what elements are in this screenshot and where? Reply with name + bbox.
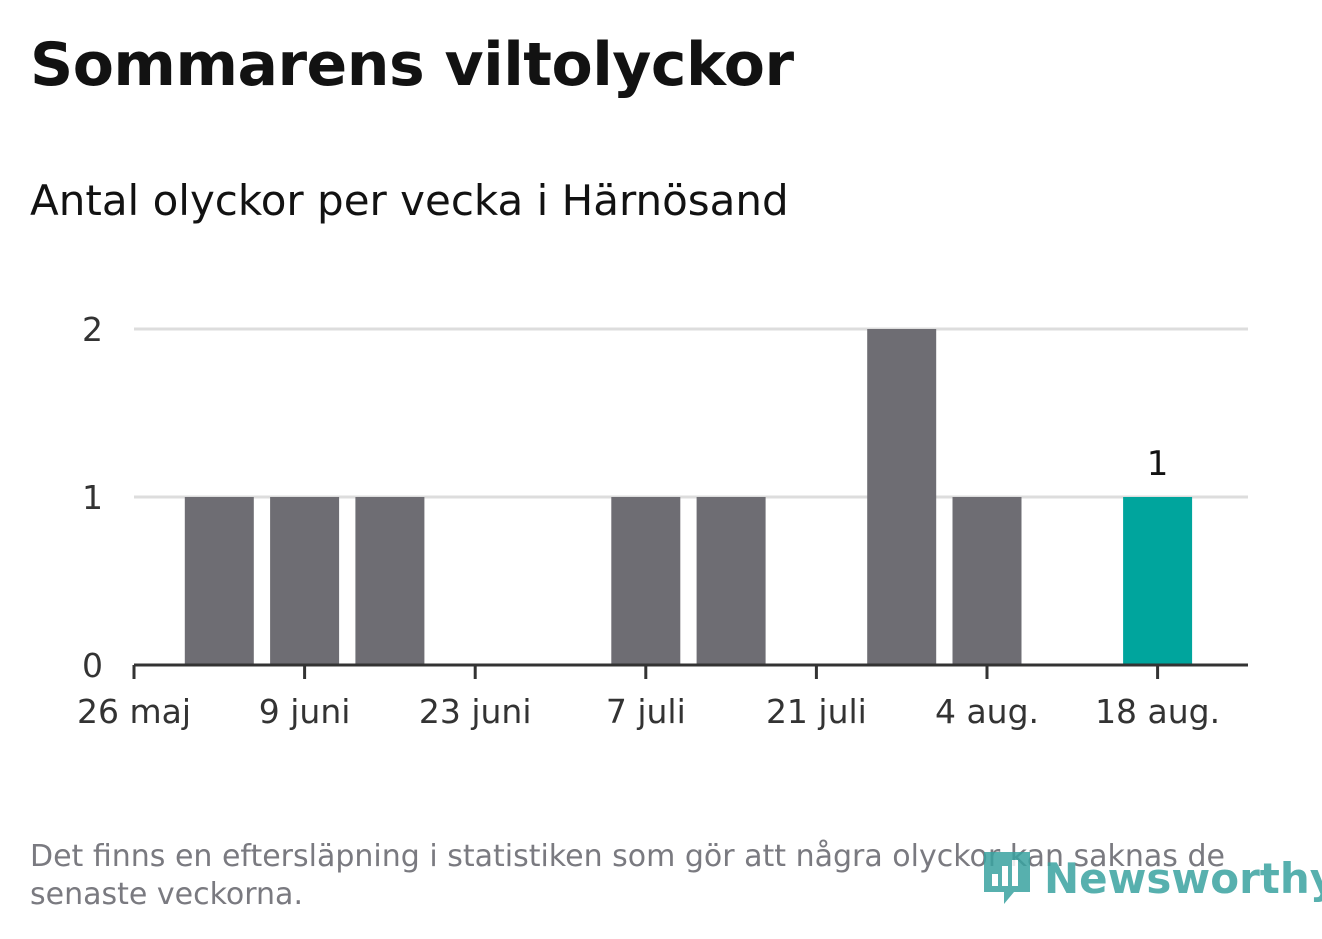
- newsworthy-chart-bubble-icon: [984, 852, 1030, 904]
- chart-subtitle: Antal olyckor per vecka i Härnösand: [30, 176, 789, 225]
- bar: [611, 497, 681, 665]
- x-tick-label: 7 juli: [606, 692, 686, 731]
- y-tick-label: 1: [82, 478, 103, 517]
- bar: [696, 497, 766, 665]
- bar: [355, 497, 425, 665]
- bar: [1123, 497, 1193, 665]
- x-tick-label: 26 maj: [77, 692, 191, 731]
- grid-layer: [134, 327, 1248, 499]
- bar: [952, 497, 1022, 665]
- brand-name: Newsworthy: [1044, 853, 1322, 903]
- brand-logo: Newsworthy: [980, 846, 1322, 910]
- bar: [867, 329, 937, 665]
- x-tick-label: 18 aug.: [1095, 692, 1220, 731]
- x-tick-label: 23 juni: [419, 692, 532, 731]
- axis-layer: 0 1 2 26 maj 9 juni 23 juni 7 juli 21 juli 4 aug…: [77, 310, 1248, 731]
- bar-value-label: 1: [1147, 444, 1169, 484]
- bar-chart: 1 0 1 2 26 maj 9 juni 23 juni 7 juli 21 juli 4 a…: [77, 310, 1248, 731]
- x-tick-label: 4 aug.: [935, 692, 1039, 731]
- y-tick-label: 0: [82, 646, 103, 685]
- bar: [270, 497, 340, 665]
- bar: [184, 497, 254, 665]
- x-tick-label: 21 juli: [766, 692, 867, 731]
- y-tick-label: 2: [82, 310, 103, 349]
- x-tick-label: 9 juni: [259, 692, 351, 731]
- chart-title: Sommarens viltolyckor: [30, 30, 794, 100]
- bars-layer: 1: [184, 329, 1193, 665]
